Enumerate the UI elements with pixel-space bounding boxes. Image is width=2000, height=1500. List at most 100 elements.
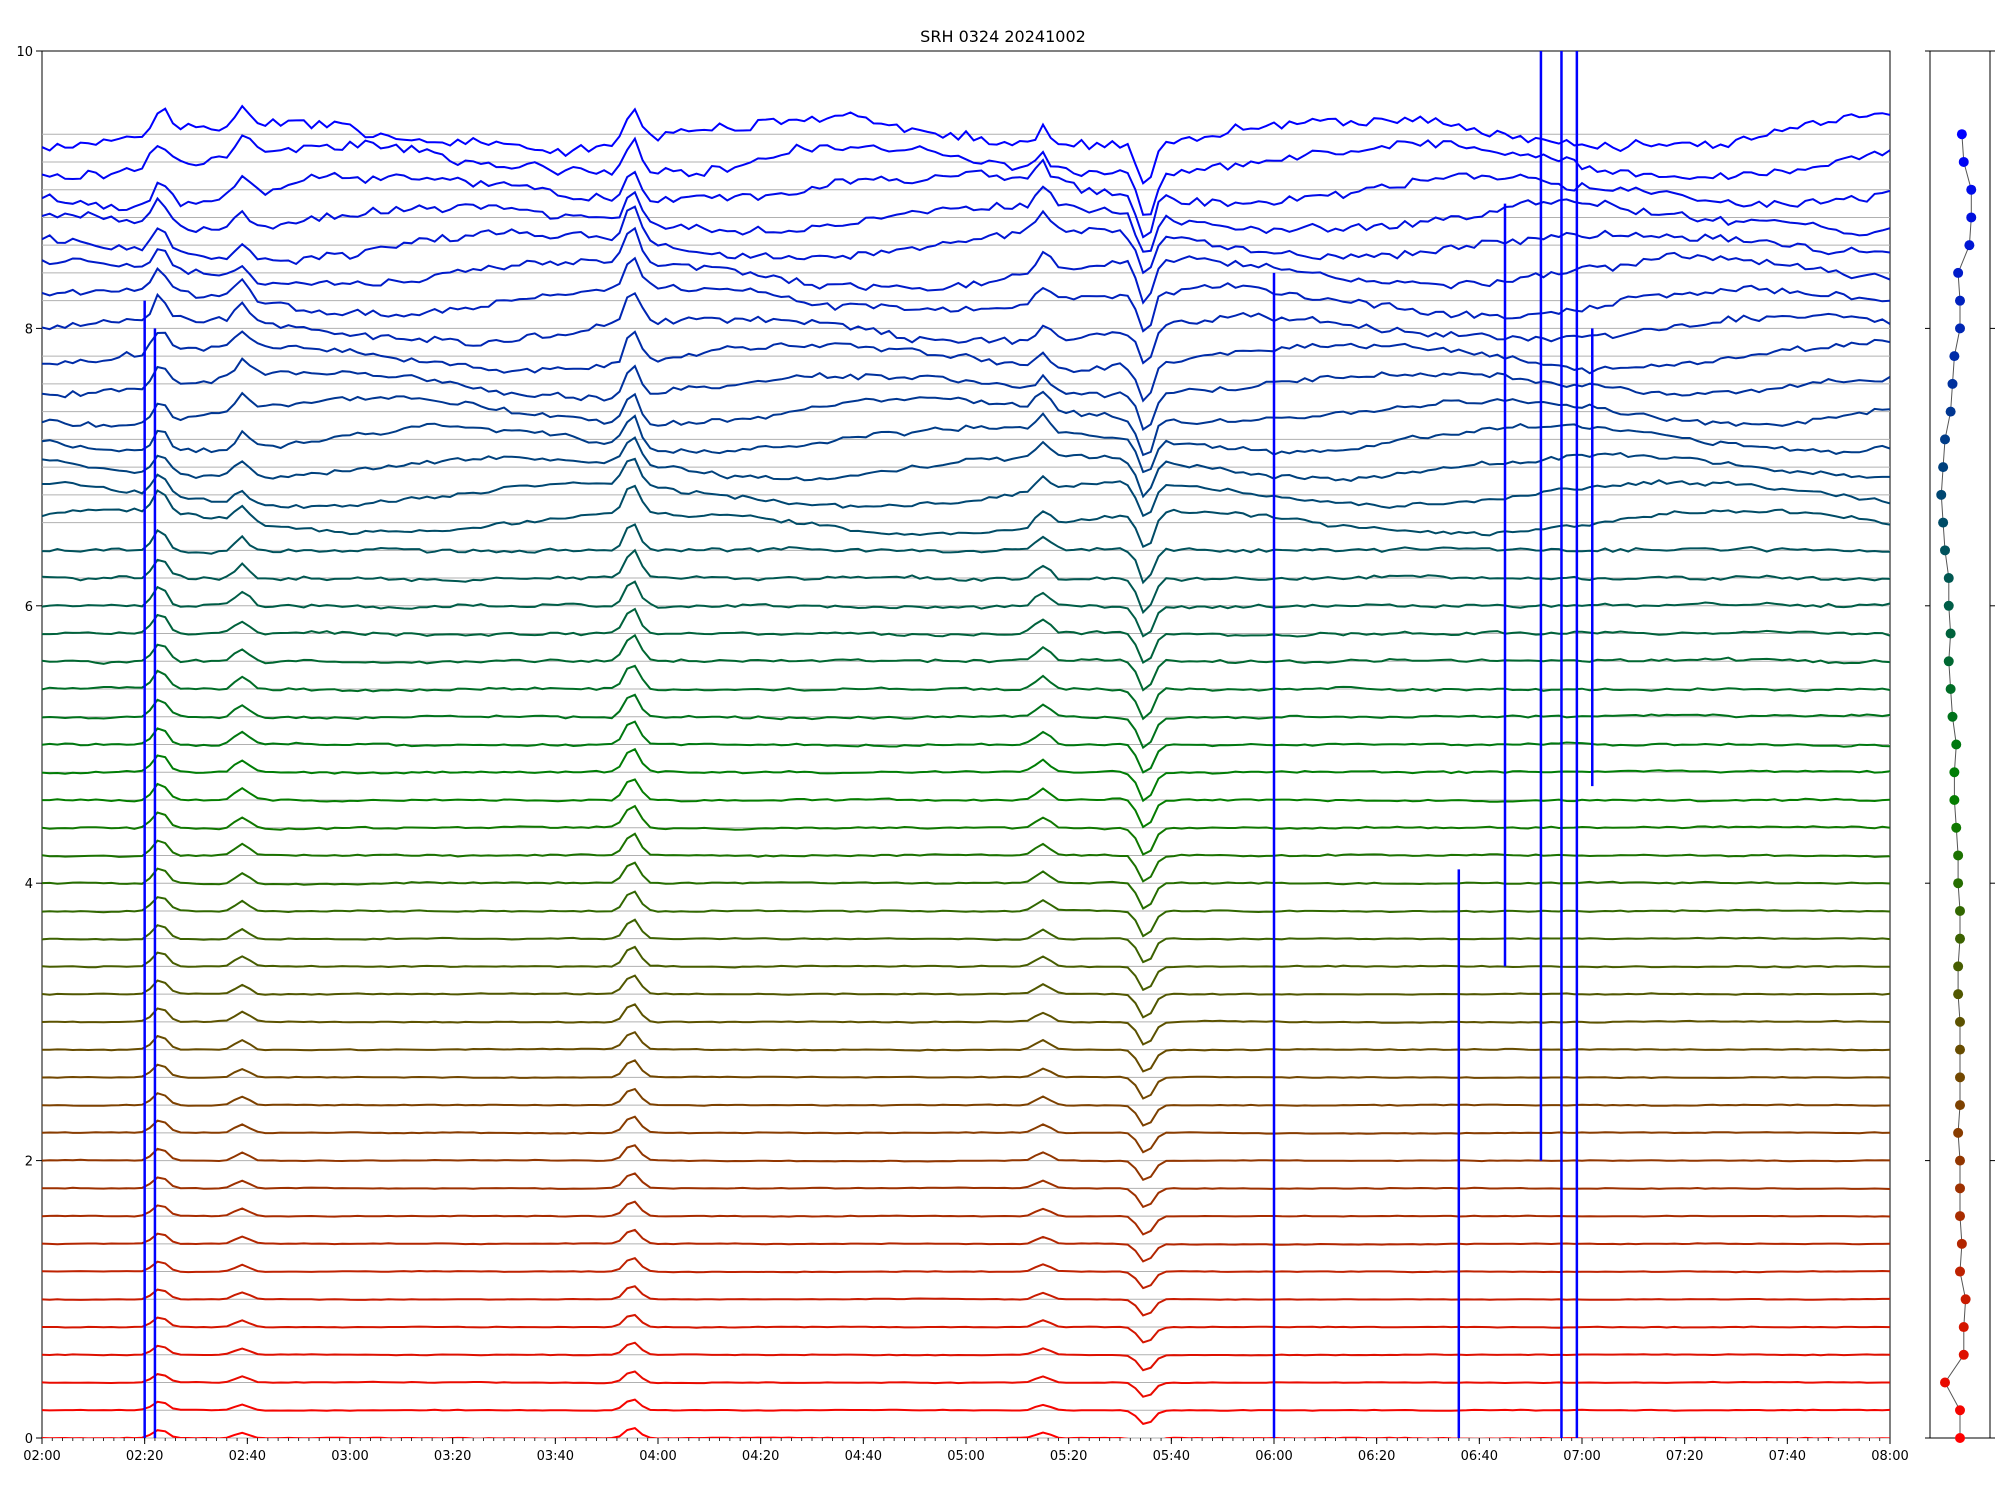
trace-line [42, 945, 1890, 992]
trace-line [42, 1370, 1890, 1398]
trace-line [42, 1144, 1890, 1182]
side-scatter-point [1955, 295, 1965, 306]
side-scatter-point [1964, 240, 1975, 251]
side-scatter-point [1955, 1266, 1965, 1277]
trace-line [42, 330, 1890, 403]
x-tick-label: 02:00 [23, 1449, 60, 1464]
x-tick-label: 05:20 [1050, 1449, 1087, 1464]
side-scatter-point [1955, 1100, 1965, 1111]
trace-line [42, 484, 1890, 549]
side-scatter-point [1955, 1044, 1965, 1055]
side-scatter-point [1947, 711, 1958, 722]
trace-line [42, 104, 1890, 185]
x-tick-label: 02:40 [229, 1449, 266, 1464]
side-scatter-point [1953, 961, 1964, 972]
side-scatter-point [1945, 684, 1956, 695]
y-tick-label: 4 [25, 877, 33, 892]
y-tick-label: 2 [25, 1155, 33, 1170]
trace-line [42, 523, 1890, 585]
side-scatter-point [1955, 1433, 1965, 1443]
side-scatter-point [1953, 989, 1964, 1000]
side-scatter-point [1940, 1377, 1950, 1388]
side-scatter-point [1945, 628, 1956, 639]
trace-line [42, 357, 1890, 431]
x-tick-label: 03:20 [434, 1449, 471, 1464]
trace-line [42, 1257, 1890, 1290]
trace-line [42, 1115, 1890, 1154]
y-tick-label: 6 [25, 600, 33, 615]
trace-line [42, 804, 1890, 856]
trace-line [42, 390, 1890, 457]
side-scatter-point [1953, 1127, 1964, 1138]
side-scatter-point [1949, 767, 1960, 778]
side-scatter-point [1955, 1183, 1965, 1194]
side-scatter-point [1955, 1155, 1965, 1166]
trace-series [42, 51, 1890, 1438]
side-scatter-point [1955, 1016, 1965, 1027]
side-scatter-point [1958, 1322, 1969, 1333]
x-tick-label: 06:40 [1461, 1449, 1498, 1464]
side-scatter-point [1953, 267, 1964, 278]
side-scatter-point [1956, 129, 1967, 140]
x-tick-label: 07:20 [1666, 1449, 1703, 1464]
trace-line [42, 693, 1890, 750]
side-scatter-point [1943, 600, 1954, 611]
side-scatter-point [1958, 1349, 1969, 1360]
trace-line [42, 1003, 1890, 1046]
trace-line [42, 1285, 1890, 1317]
side-scatter-point [1953, 850, 1964, 861]
side-scatter-point [1943, 656, 1954, 667]
side-scatter-point [1936, 489, 1947, 500]
side-scatter-point [1940, 434, 1950, 445]
trace-line [42, 918, 1890, 964]
trace-line [42, 974, 1890, 1019]
side-scatter-point [1955, 1211, 1965, 1222]
side-scatter-point [1951, 739, 1962, 750]
trace-line [42, 205, 1890, 275]
x-tick-label: 03:40 [537, 1449, 574, 1464]
side-scatter-point [1966, 212, 1977, 223]
x-tick-label: 07:00 [1563, 1449, 1600, 1464]
side-scatter-point [1938, 462, 1949, 473]
trace-line [42, 633, 1890, 692]
x-tick-label: 05:00 [947, 1449, 984, 1464]
side-scatter-point [1953, 878, 1964, 889]
trace-line [42, 256, 1890, 333]
trace-line [42, 134, 1890, 216]
trace-line [42, 1313, 1890, 1344]
trace-line [42, 185, 1890, 253]
trace-line [42, 457, 1890, 518]
side-scatter-point [1958, 156, 1969, 167]
x-axis-ticks: 02:00 02:20 02:40 03:00 03:20 03:40 04:00 04:20… [23, 1438, 1909, 1464]
trace-line [42, 1087, 1890, 1127]
trace-line [42, 607, 1890, 664]
trace-line [42, 890, 1890, 938]
side-scatter-point [1956, 1238, 1967, 1249]
side-scatter-point [1940, 545, 1950, 556]
side-scatter-point [1955, 323, 1965, 334]
x-tick-label: 07:40 [1769, 1449, 1806, 1464]
side-scatter-point [1938, 517, 1949, 528]
trace-line [42, 1398, 1890, 1426]
x-tick-label: 04:20 [742, 1449, 779, 1464]
main-plot: 02:00 02:20 02:40 03:00 03:20 03:40 04:00 04:20… [16, 27, 1909, 1464]
trace-line [42, 720, 1890, 774]
side-scatter-point [1949, 794, 1960, 805]
chart-title: SRH 0324 20241002 [920, 27, 1086, 46]
side-scatter-series [1936, 129, 1977, 1443]
y-tick-label: 8 [25, 322, 33, 337]
trace-line [42, 1059, 1890, 1100]
trace-line [42, 832, 1890, 883]
trace-line [42, 580, 1890, 638]
side-scatter-point [1966, 184, 1977, 195]
trace-line [42, 664, 1890, 721]
trace-line [42, 1200, 1890, 1236]
trace-line [42, 747, 1890, 803]
y-tick-label: 0 [25, 1432, 33, 1447]
trace-line [42, 1030, 1890, 1073]
trace-line [42, 861, 1890, 910]
side-scatter-point [1955, 905, 1965, 916]
trace-line [42, 412, 1890, 474]
x-tick-label: 03:00 [331, 1449, 368, 1464]
